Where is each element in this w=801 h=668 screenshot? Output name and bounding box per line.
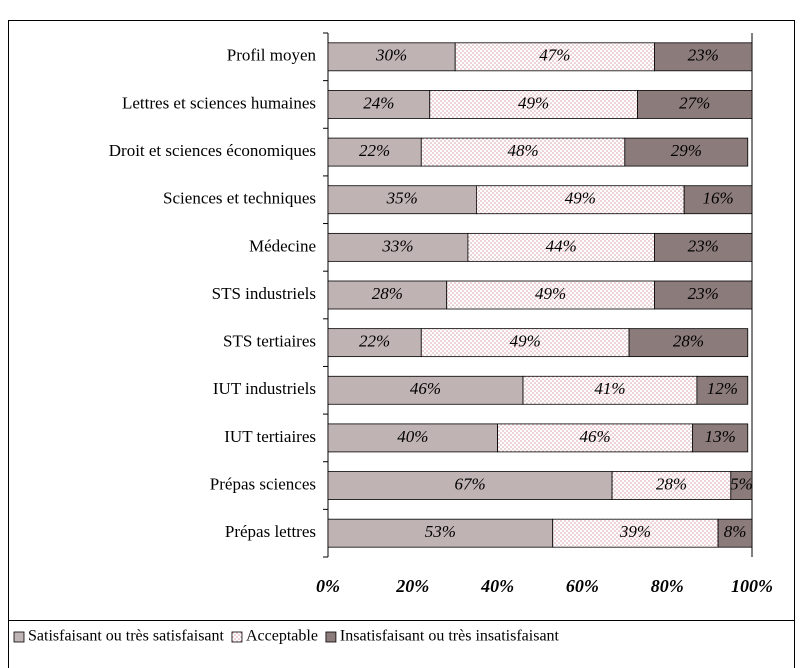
bar-segment bbox=[692, 423, 749, 453]
value-label: 67% bbox=[454, 474, 485, 493]
bar-segment bbox=[429, 90, 638, 119]
category-label: STS tertiaires bbox=[223, 332, 316, 351]
category-label: Prépas lettres bbox=[225, 522, 316, 541]
value-label: 8% bbox=[724, 522, 747, 541]
value-label: 23% bbox=[688, 284, 719, 303]
bar-segment bbox=[730, 471, 753, 500]
bar-segment bbox=[628, 328, 749, 358]
value-label: 46% bbox=[410, 379, 441, 398]
value-label: 5% bbox=[730, 474, 753, 493]
value-label: 39% bbox=[619, 522, 651, 541]
value-label: 30% bbox=[375, 46, 407, 65]
bar-segment bbox=[327, 137, 422, 167]
value-label: 41% bbox=[594, 379, 625, 398]
value-label: 23% bbox=[688, 236, 719, 255]
bar-segment bbox=[522, 375, 698, 405]
x-tick-label: 0% bbox=[316, 576, 340, 596]
value-label: 40% bbox=[397, 427, 428, 446]
category-label: STS industriels bbox=[212, 284, 316, 303]
bar-segment bbox=[475, 185, 685, 215]
value-label: 13% bbox=[705, 427, 736, 446]
legend-label: Acceptable bbox=[246, 628, 318, 645]
bar-segment bbox=[327, 42, 456, 72]
x-tick-label: 100% bbox=[731, 576, 773, 596]
value-label: 27% bbox=[679, 93, 710, 112]
bar-segment bbox=[611, 471, 732, 500]
bar-segment bbox=[552, 518, 719, 548]
value-label: 47% bbox=[539, 46, 570, 65]
value-label: 28% bbox=[656, 474, 687, 493]
category-label: Droit et sciences économiques bbox=[109, 141, 316, 160]
value-label: 44% bbox=[546, 236, 577, 255]
legend-swatch bbox=[325, 631, 337, 643]
bar-segment bbox=[327, 90, 431, 119]
category-label: Médecine bbox=[249, 236, 316, 255]
value-label: 49% bbox=[518, 93, 549, 112]
value-label: 16% bbox=[702, 189, 733, 208]
category-label: Lettres et sciences humaines bbox=[122, 93, 316, 112]
value-label: 28% bbox=[372, 284, 403, 303]
bar-segment bbox=[446, 280, 655, 310]
legend-label: Insatisfaisant ou très insatisfaisant bbox=[340, 628, 560, 645]
category-label: IUT industriels bbox=[213, 379, 316, 398]
legend-swatch bbox=[13, 631, 25, 643]
bar-segment bbox=[637, 90, 753, 119]
bar-segment bbox=[327, 471, 613, 500]
value-label: 53% bbox=[425, 522, 456, 541]
legend-label: Satisfaisant ou très satisfaisant bbox=[28, 628, 225, 645]
x-tick-label: 80% bbox=[651, 576, 684, 596]
value-label: 49% bbox=[510, 332, 541, 351]
x-tick-label: 60% bbox=[566, 576, 599, 596]
bar-segment bbox=[420, 137, 626, 167]
bar-segment bbox=[624, 137, 749, 167]
frame bbox=[8, 20, 795, 668]
bar-segment bbox=[696, 375, 749, 405]
value-label: 24% bbox=[363, 93, 394, 112]
bar-segment bbox=[717, 518, 753, 548]
legend-swatch bbox=[231, 631, 243, 643]
value-label: 35% bbox=[386, 189, 418, 208]
bar-segment bbox=[420, 328, 630, 358]
bar-segment bbox=[654, 232, 753, 262]
bar-segment bbox=[654, 42, 753, 72]
category-label: Profil moyen bbox=[227, 46, 317, 65]
value-label: 22% bbox=[359, 141, 390, 160]
bar-segment bbox=[327, 328, 422, 358]
value-label: 33% bbox=[381, 236, 413, 255]
value-label: 23% bbox=[688, 46, 719, 65]
category-label: Sciences et techniques bbox=[163, 189, 316, 208]
value-label: 48% bbox=[507, 141, 538, 160]
bar-segment bbox=[467, 232, 655, 262]
value-label: 49% bbox=[535, 284, 566, 303]
category-label: Prépas sciences bbox=[210, 474, 316, 493]
value-label: 29% bbox=[671, 141, 702, 160]
value-label: 22% bbox=[359, 332, 390, 351]
value-label: 28% bbox=[673, 332, 704, 351]
bar-segment bbox=[654, 280, 753, 310]
value-label: 12% bbox=[707, 379, 738, 398]
x-tick-label: 20% bbox=[395, 576, 429, 596]
x-tick-label: 40% bbox=[480, 576, 514, 596]
bar-segment bbox=[683, 185, 753, 215]
value-label: 49% bbox=[565, 189, 596, 208]
bar-segment bbox=[327, 185, 477, 215]
category-label: IUT tertiaires bbox=[224, 427, 316, 446]
value-label: 46% bbox=[580, 427, 611, 446]
bar-segment bbox=[327, 232, 469, 262]
